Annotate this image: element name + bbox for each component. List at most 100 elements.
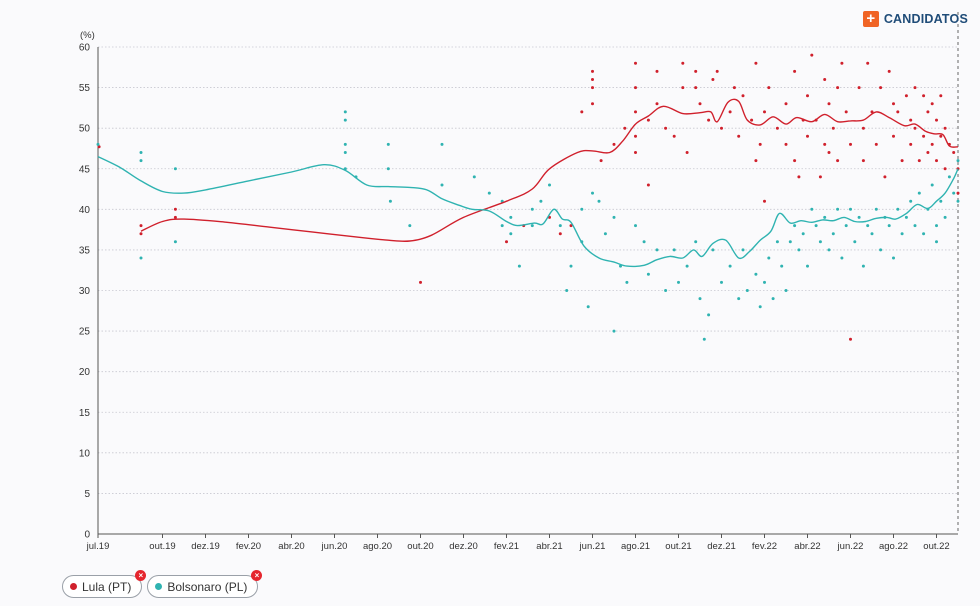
x-tick-label: jun.20 xyxy=(321,541,348,552)
lula-poll-point xyxy=(655,69,659,73)
lula-poll-point xyxy=(900,159,904,163)
lula-poll-point xyxy=(741,94,745,98)
bolsonaro-poll-point xyxy=(810,207,814,211)
bolsonaro-poll-point xyxy=(386,142,390,146)
bolsonaro-poll-point xyxy=(728,264,732,268)
bolsonaro-poll-point xyxy=(793,224,797,228)
bolsonaro-poll-point xyxy=(139,256,143,260)
lula-poll-point xyxy=(866,61,870,65)
bolsonaro-poll-point xyxy=(655,248,659,252)
lula-poll-point xyxy=(892,102,895,106)
bolsonaro-poll-point xyxy=(827,248,831,252)
x-tick-label: out.21 xyxy=(665,541,691,552)
bolsonaro-poll-point xyxy=(823,215,827,219)
remove-bolsonaro-close-icon[interactable]: × xyxy=(251,570,263,581)
bolsonaro-poll-point xyxy=(784,289,788,292)
bolsonaro-poll-point xyxy=(509,232,513,236)
bolsonaro-poll-point xyxy=(922,232,926,236)
bolsonaro-poll-point xyxy=(861,264,865,268)
bolsonaro-poll-point xyxy=(558,224,562,228)
bolsonaro-poll-point xyxy=(836,207,840,211)
lula-poll-point xyxy=(922,94,926,98)
add-candidates-button[interactable]: + CANDIDATOS xyxy=(862,11,968,27)
bolsonaro-poll-point xyxy=(956,159,960,163)
bolsonaro-poll-point xyxy=(939,199,943,203)
lula-poll-point xyxy=(874,142,878,146)
bolsonaro-poll-point xyxy=(780,264,784,268)
lula-poll-point xyxy=(797,175,801,179)
lula-poll-point xyxy=(943,126,947,130)
poll-points xyxy=(96,53,960,341)
lula-poll-point xyxy=(943,167,947,171)
bolsonaro-trend-line xyxy=(97,155,959,268)
lula-poll-point xyxy=(793,159,797,163)
x-tick-label: fev.20 xyxy=(236,541,261,552)
lula-poll-point xyxy=(634,86,637,90)
x-tick-label: abr.20 xyxy=(278,541,304,552)
lula-poll-point xyxy=(827,151,831,154)
lula-poll-point xyxy=(935,118,938,122)
bolsonaro-poll-point xyxy=(866,224,870,228)
lula-poll-point xyxy=(612,142,616,146)
bolsonaro-poll-point xyxy=(343,110,347,114)
lula-poll-point xyxy=(913,86,917,90)
y-tick-label: 20 xyxy=(79,367,91,378)
lula-poll-point xyxy=(930,142,934,146)
bolsonaro-poll-point xyxy=(586,305,590,309)
lula-poll-point xyxy=(591,102,594,106)
y-tick-label: 35 xyxy=(79,245,91,256)
lula-poll-point xyxy=(715,69,719,73)
bolsonaro-poll-point xyxy=(487,191,491,195)
bolsonaro-poll-point xyxy=(913,224,917,228)
bolsonaro-poll-point xyxy=(935,224,938,228)
lula-poll-point xyxy=(754,159,758,163)
bolsonaro-poll-point xyxy=(548,183,551,187)
lula-poll-point xyxy=(861,126,865,130)
lula-poll-point xyxy=(97,145,101,149)
lula-poll-point xyxy=(681,86,685,90)
lula-poll-point xyxy=(672,134,676,138)
lula-poll-point xyxy=(823,142,827,146)
bolsonaro-poll-point xyxy=(565,289,569,292)
chip-lula[interactable]: Lula (PT) × xyxy=(62,570,147,598)
x-tick-label: ago.20 xyxy=(363,541,392,552)
bolsonaro-poll-point xyxy=(930,183,934,187)
lula-poll-point xyxy=(173,207,177,211)
remove-lula-close-icon[interactable]: × xyxy=(135,570,147,581)
lula-poll-point xyxy=(720,126,723,130)
y-tick-label: 40 xyxy=(79,205,91,216)
lula-poll-point xyxy=(139,224,143,228)
lula-poll-point xyxy=(818,175,822,179)
lula-poll-point xyxy=(909,142,913,146)
lula-poll-point xyxy=(831,126,835,130)
bolsonaro-poll-point xyxy=(173,167,177,171)
lula-poll-point xyxy=(926,110,930,114)
lula-poll-point xyxy=(836,86,840,90)
lula-poll-point xyxy=(913,126,917,130)
bolsonaro-poll-point xyxy=(530,207,534,211)
bolsonaro-poll-point xyxy=(597,199,601,203)
lula-poll-point xyxy=(646,183,650,187)
bolsonaro-color-dot-icon xyxy=(155,583,163,590)
lula-poll-point xyxy=(823,78,827,81)
lula-poll-point xyxy=(711,78,715,81)
lula-poll-point xyxy=(922,134,926,138)
lula-poll-point xyxy=(173,215,177,219)
chip-bolsonaro[interactable]: Bolsonaro (PL) × xyxy=(147,570,263,598)
bolsonaro-poll-point xyxy=(580,207,584,211)
bolsonaro-poll-point xyxy=(408,224,412,228)
lula-poll-point xyxy=(758,142,762,146)
bolsonaro-poll-point xyxy=(853,240,857,244)
y-tick-label: 50 xyxy=(79,124,91,135)
lula-poll-point xyxy=(646,118,650,122)
bolsonaro-poll-point xyxy=(707,313,711,317)
y-tick-label: 10 xyxy=(79,448,91,459)
bolsonaro-poll-point xyxy=(737,297,741,301)
lula-poll-point xyxy=(917,159,921,163)
lula-poll-point xyxy=(952,151,956,154)
x-tick-labels: jul.19 out.19 dez.19 fev.20 abr.20 jun.20 ago.… xyxy=(86,534,950,552)
lula-poll-point xyxy=(655,102,659,106)
bolsonaro-poll-point xyxy=(440,183,444,187)
lula-poll-point xyxy=(763,110,766,114)
